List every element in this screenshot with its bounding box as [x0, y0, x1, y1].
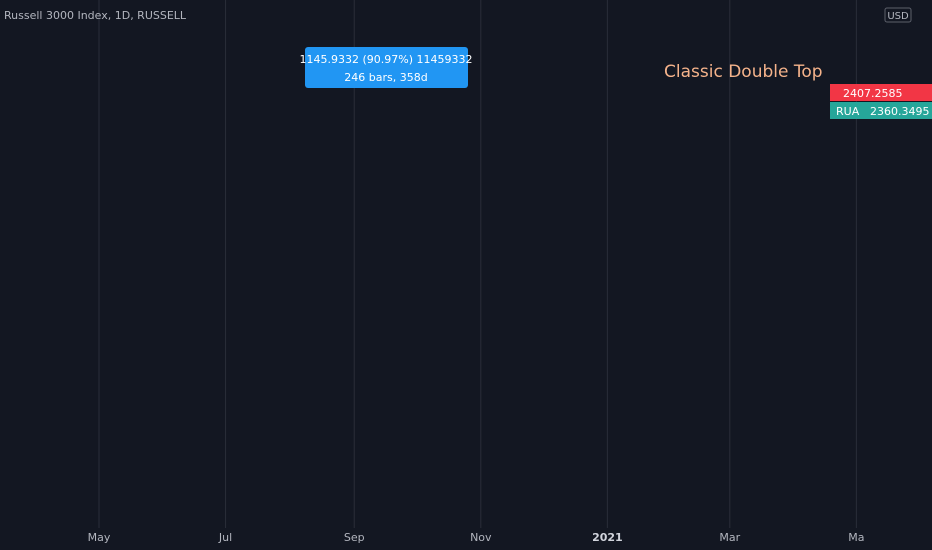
last-price-label: RUA 2360.3495 — [830, 102, 932, 119]
time-tick-label: Sep — [344, 531, 365, 544]
time-tick-label: May — [88, 531, 111, 544]
measure-tooltip-line1: 1145.9332 (90.97%) 11459332 — [300, 53, 473, 66]
time-axis-bg — [0, 528, 932, 550]
price-axis[interactable]: 2800.00002600.00002200.00002100.00002000… — [858, 0, 932, 550]
chart-title: Russell 3000 Index, 1D, RUSSELL — [4, 9, 187, 22]
time-tick-label: 2021 — [592, 531, 623, 544]
currency-badge[interactable]: USD — [884, 7, 912, 23]
last-price-symbol: RUA — [836, 105, 860, 118]
time-tick-label: Ma — [848, 531, 864, 544]
pattern-annotation[interactable]: Classic Double Top — [664, 62, 823, 82]
price-axis-bg — [858, 0, 932, 550]
time-tick-label: Nov — [470, 531, 492, 544]
last-price-value: 2360.3495 — [870, 105, 930, 118]
resistance-price-value: 2407.2585 — [843, 87, 903, 100]
measure-tooltip: 1145.9332 (90.97%) 11459332 246 bars, 35… — [300, 47, 473, 88]
time-tick-label: Mar — [719, 531, 740, 544]
currency-label: USD — [887, 11, 909, 22]
time-axis[interactable]: May Jul Sep Nov 2021 Mar Ma — [0, 528, 932, 550]
measure-tooltip-line2: 246 bars, 358d — [344, 71, 427, 84]
time-tick-label: Jul — [218, 531, 232, 544]
resistance-price-label: 2407.2585 — [830, 84, 932, 101]
